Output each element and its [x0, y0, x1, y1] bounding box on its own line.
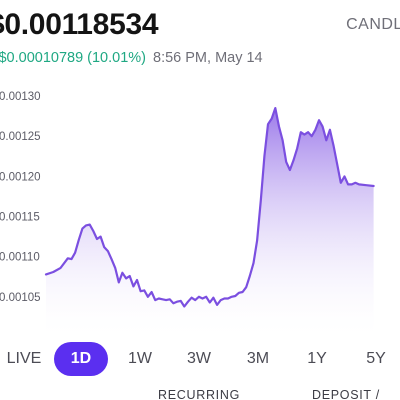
y-tick-label: 0.00130: [0, 91, 41, 103]
price-change: +$0.00010789 (10.01%): [0, 50, 147, 66]
candle-toggle-button[interactable]: CANDLE: [346, 16, 400, 33]
y-tick-label: 0.00115: [0, 212, 40, 224]
y-tick-label: 0.00120: [0, 171, 41, 183]
y-tick-label: 0.00125: [0, 131, 41, 143]
price-change-row: +$0.00010789 (10.01%) 8:56 PM, May 14: [0, 50, 263, 66]
recurring-tab[interactable]: RECURRING: [158, 388, 240, 400]
range-3w-button[interactable]: 3W: [187, 350, 211, 367]
range-5y-button[interactable]: 5Y: [366, 350, 386, 367]
price-value: $0.00118534: [0, 8, 159, 41]
price-line: [44, 107, 375, 308]
range-live-button[interactable]: LIVE: [6, 350, 42, 367]
timestamp: 8:56 PM, May 14: [153, 50, 263, 66]
range-1w-button[interactable]: 1W: [128, 350, 152, 367]
price-chart[interactable]: 0.00130 0.00125 0.00120 0.00115 0.00110 0.001…: [0, 72, 400, 352]
range-1d-button[interactable]: 1D: [54, 342, 108, 376]
y-tick-label: 0.00105: [0, 292, 41, 304]
time-range-selector: LIVE 1D 1W 3W 3M 1Y 5Y: [0, 342, 400, 376]
deposit-tab[interactable]: DEPOSIT /: [312, 388, 380, 400]
range-3m-button[interactable]: 3M: [246, 350, 270, 367]
y-tick-label: 0.00110: [0, 252, 40, 264]
range-1y-button[interactable]: 1Y: [307, 350, 327, 367]
